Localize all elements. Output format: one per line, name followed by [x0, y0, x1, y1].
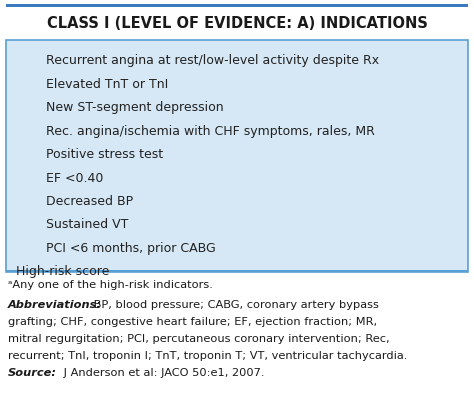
Text: Elevated TnT or TnI: Elevated TnT or TnI — [46, 78, 168, 90]
Bar — [6, 270, 468, 272]
Text: Source:: Source: — [8, 368, 57, 378]
Text: BP, blood pressure; CABG, coronary artery bypass: BP, blood pressure; CABG, coronary arter… — [90, 300, 379, 310]
Text: Positive stress test: Positive stress test — [46, 148, 163, 161]
Text: Recurrent angina at rest/low-level activity despite Rx: Recurrent angina at rest/low-level activ… — [46, 54, 379, 67]
Text: Abbreviations:: Abbreviations: — [8, 300, 102, 310]
Text: Sustained VT: Sustained VT — [46, 218, 128, 232]
Text: Decreased BP: Decreased BP — [46, 195, 133, 208]
Text: High-risk score: High-risk score — [16, 266, 109, 278]
Text: ᵃAny one of the high-risk indicators.: ᵃAny one of the high-risk indicators. — [8, 280, 213, 290]
Text: recurrent; TnI, troponin I; TnT, troponin T; VT, ventricular tachycardia.: recurrent; TnI, troponin I; TnT, troponi… — [8, 351, 407, 361]
Bar — [6, 7, 468, 38]
Bar — [6, 4, 468, 7]
Text: New ST-segment depression: New ST-segment depression — [46, 101, 224, 114]
Text: CLASS I (LEVEL OF EVIDENCE: A) INDICATIONS: CLASS I (LEVEL OF EVIDENCE: A) INDICATIO… — [46, 16, 428, 30]
Bar — [6, 40, 468, 272]
Text: PCI <6 months, prior CABG: PCI <6 months, prior CABG — [46, 242, 216, 255]
Text: mitral regurgitation; PCI, percutaneous coronary intervention; Rec,: mitral regurgitation; PCI, percutaneous … — [8, 334, 390, 344]
Text: Rec. angina/ischemia with CHF symptoms, rales, MR: Rec. angina/ischemia with CHF symptoms, … — [46, 124, 375, 138]
Text: J Anderson et al: JACO 50:e1, 2007.: J Anderson et al: JACO 50:e1, 2007. — [60, 368, 264, 378]
Text: grafting; CHF, congestive heart failure; EF, ejection fraction; MR,: grafting; CHF, congestive heart failure;… — [8, 317, 377, 327]
Text: EF <0.40: EF <0.40 — [46, 172, 103, 184]
